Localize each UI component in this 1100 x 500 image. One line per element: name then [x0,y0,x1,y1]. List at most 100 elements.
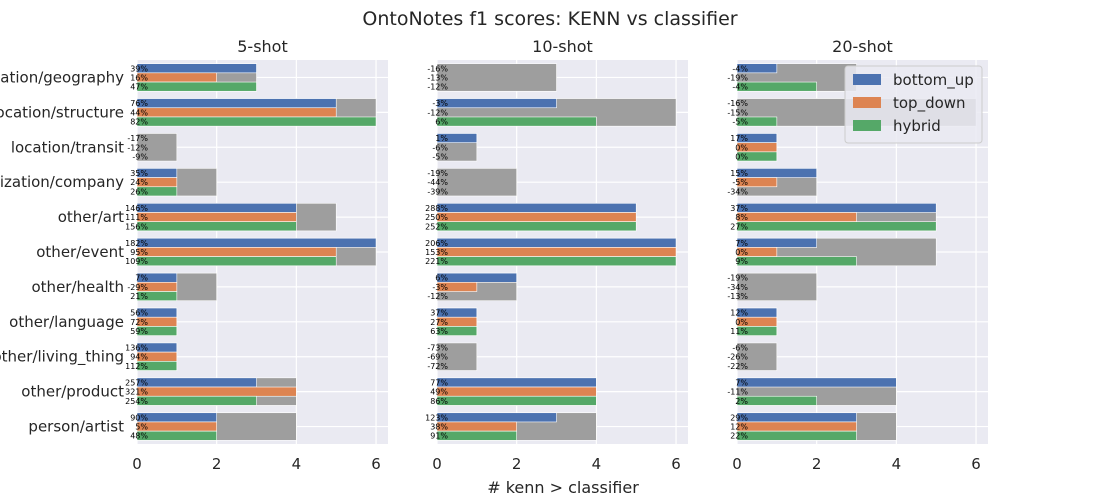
x-tick-label: 4 [892,455,902,473]
bar-label-hybrid: 112% [125,362,148,371]
bar-hybrid [136,395,257,406]
bar-top_down [736,421,857,432]
bar-label-top_down: -34% [727,283,748,292]
bar-hybrid [136,291,178,302]
bar-label-bottom_up: -19% [427,169,448,178]
bar-label-top_down: 321% [125,388,148,397]
bar-top_down [736,177,778,188]
category-tick-label: other/art [58,208,124,226]
x-tick-label: 4 [592,455,602,473]
category-axis: /location/geography/location/structure lo… [0,68,124,435]
bar-bottom_up [136,202,297,213]
bar-label-bottom_up: 37% [430,309,448,318]
bar-top_down [136,247,337,257]
bar-hybrid [436,116,597,127]
bar-label-hybrid: -12% [427,292,448,301]
bar-bottom_up [436,98,557,109]
bar-label-top_down: 49% [430,388,448,397]
chart-title: OntoNotes f1 scores: KENN vs classifier [362,8,737,30]
bar-hybrid [136,186,178,197]
bar-label-hybrid: 63% [430,327,448,336]
bar-bottom_up [736,377,897,388]
bar-label-hybrid: 26% [130,187,148,196]
bar-hybrid [136,256,337,267]
x-tick-label: 0 [432,455,442,473]
bar-label-top_down: -6% [432,143,448,152]
bar-label-top_down: 94% [130,353,148,362]
bar-label-bottom_up: 15% [730,169,748,178]
legend-label-hybrid: hybrid [893,117,941,135]
bar-top_down [436,282,478,292]
x-tick-label: 0 [732,455,742,473]
bar-top_down [136,212,297,222]
bar-label-hybrid: -9% [132,152,148,161]
bar-hybrid [736,256,857,267]
bar-label-bottom_up: -16% [727,99,748,108]
panel-title: 20-shot [832,37,893,56]
bar-label-top_down: 153% [425,248,448,257]
x-tick-label: 2 [512,455,522,473]
bar-top_down [436,386,597,397]
bar-label-hybrid: 109% [125,257,148,266]
bar-label-bottom_up: 76% [130,99,148,108]
bar-hybrid [436,221,637,232]
bar-label-top_down: -44% [427,178,448,187]
panel-5-shot: 0 2 4 6 5-shot 39%16%47% 76%44%82% -17%-12%-9% 3… [125,37,388,473]
bar-label-top_down: -11% [727,388,748,397]
bar-label-hybrid: -4% [732,83,748,92]
bar-label-top_down: 12% [730,423,748,432]
bar-label-bottom_up: -3% [432,99,448,108]
bar-label-hybrid: 0% [735,152,748,161]
bar-label-hybrid: 11% [730,327,748,336]
bar-label-top_down: -26% [727,353,748,362]
bar-label-bottom_up: 77% [430,378,448,387]
bar-label-bottom_up: -73% [427,344,448,353]
panel-title: 10-shot [532,37,593,56]
panel-title: 5-shot [237,37,288,56]
bar-label-bottom_up: 29% [730,413,748,422]
x-axis-label: # kenn > classifier [487,478,639,497]
x-tick-label: 2 [812,455,822,473]
bar-label-top_down: -69% [427,353,448,362]
bar-hybrid [736,430,857,441]
bar-label-bottom_up: 288% [425,204,448,213]
bar-label-top_down: -5% [732,178,748,187]
bar-hybrid [136,116,377,127]
bar-bottom_up [136,237,377,248]
bar-label-bottom_up: 7% [135,274,148,283]
bar-label-top_down: 0% [735,248,748,257]
bar-top_down [436,247,677,257]
bar-label-bottom_up: -17% [127,134,148,143]
bar-bottom_up [436,412,557,423]
bar-label-bottom_up: 7% [735,378,748,387]
category-tick-label: /location/structure [0,103,124,121]
bar-label-hybrid: 22% [730,432,748,441]
bar-hybrid [436,326,478,336]
legend-label-bottom_up: bottom_up [893,71,974,90]
bar-hybrid [736,395,817,406]
bar-label-top_down: -19% [727,73,748,82]
bar-top_down [136,386,297,397]
bar-label-bottom_up: 1% [435,134,448,143]
bar-label-hybrid: -72% [427,362,448,371]
bar-label-bottom_up: 37% [730,204,748,213]
total-bar [736,342,778,371]
bar-label-hybrid: 27% [730,222,748,231]
bar-bottom_up [736,412,857,423]
bar-label-top_down: -13% [427,73,448,82]
bar-label-top_down: -12% [427,108,448,117]
bar-hybrid [736,221,937,232]
bar-bottom_up [436,272,517,283]
bar-label-hybrid: 47% [130,83,148,92]
legend-swatch-hybrid [853,120,881,131]
category-tick-label: person/artist [28,418,124,436]
bar-bottom_up [136,63,257,74]
bar-label-hybrid: -13% [727,292,748,301]
bar-label-hybrid: 2% [735,397,748,406]
panels-group: 0 2 4 65-shot39%16%47%76%44%82%-17%-12%-9%3… [0,37,988,473]
bar-label-top_down: -12% [127,143,148,152]
x-tick-label: 6 [371,455,381,473]
x-tick-label: 6 [671,455,681,473]
category-tick-label: other/health [32,278,125,296]
